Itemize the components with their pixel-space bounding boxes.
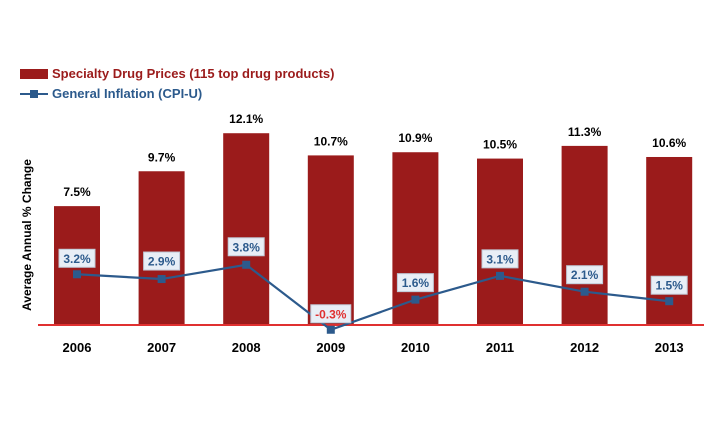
x-tick-label: 2008 [232,340,261,355]
x-tick-label: 2009 [316,340,345,355]
cpi-label-box [481,249,519,269]
cpi-value-label: 3.2% [63,252,91,266]
bar-value-label: 10.7% [314,134,348,148]
cpi-marker [73,270,81,279]
bar-2011 [477,158,523,325]
bar-2007 [138,171,185,325]
cpi-marker [326,325,335,334]
bar-value-label: 7.5% [63,185,91,199]
bar-2012 [561,145,608,325]
legend-label-bars: Specialty Drug Prices (115 top drug prod… [52,66,335,81]
bar-value-label: 12.1% [229,112,263,126]
cpi-value-label: 1.6% [402,276,430,290]
cpi-marker [157,275,166,284]
cpi-label-box [227,237,265,257]
bar-value-label: 11.3% [568,125,602,139]
cpi-label-box [310,304,352,324]
legend-bar-swatch [20,68,48,79]
x-tick-label: 2012 [570,340,599,355]
x-tick-label: 2006 [63,340,92,355]
cpi-marker [411,295,420,304]
bar-2008 [223,133,270,325]
legend-item-line: General Inflation (CPI-U) [20,86,202,101]
cpi-value-label: 3.8% [233,240,261,254]
bar-value-label: 9.7% [148,150,176,164]
cpi-marker [242,260,251,269]
cpi-marker [496,271,504,280]
x-tick-label: 2007 [147,340,176,355]
cpi-label-box [396,273,434,293]
bar-2013 [646,156,693,325]
cpi-value-label: 1.5% [656,279,684,293]
bar-2009 [307,155,354,325]
bar-value-label: 10.6% [652,136,686,150]
x-tick-label: 2013 [655,340,684,355]
cpi-value-label: 2.1% [571,268,599,282]
legend-label-line: General Inflation (CPI-U) [52,86,203,101]
cpi-value-label: 2.9% [148,255,176,269]
bar-value-label: 10.9% [398,131,432,145]
cpi-label-box [650,275,688,295]
cpi-value-label: 3.1% [486,252,514,266]
legend-item-bars: Specialty Drug Prices (115 top drug prod… [20,66,334,81]
x-tick-label: 2010 [401,340,430,355]
cpi-label-box [58,248,96,268]
cpi-line [76,263,670,331]
cpi-label-box [566,265,604,285]
legend-line-swatch [20,89,48,99]
cpi-value-label: -0.3% [315,307,347,321]
cpi-marker [665,297,674,306]
x-tick-label: 2011 [486,340,514,355]
cpi-marker [580,287,589,296]
y-axis-label: Average Annual % Change [20,159,34,311]
bar-value-label: 10.5% [483,138,517,152]
cpi-label-box [143,251,181,271]
